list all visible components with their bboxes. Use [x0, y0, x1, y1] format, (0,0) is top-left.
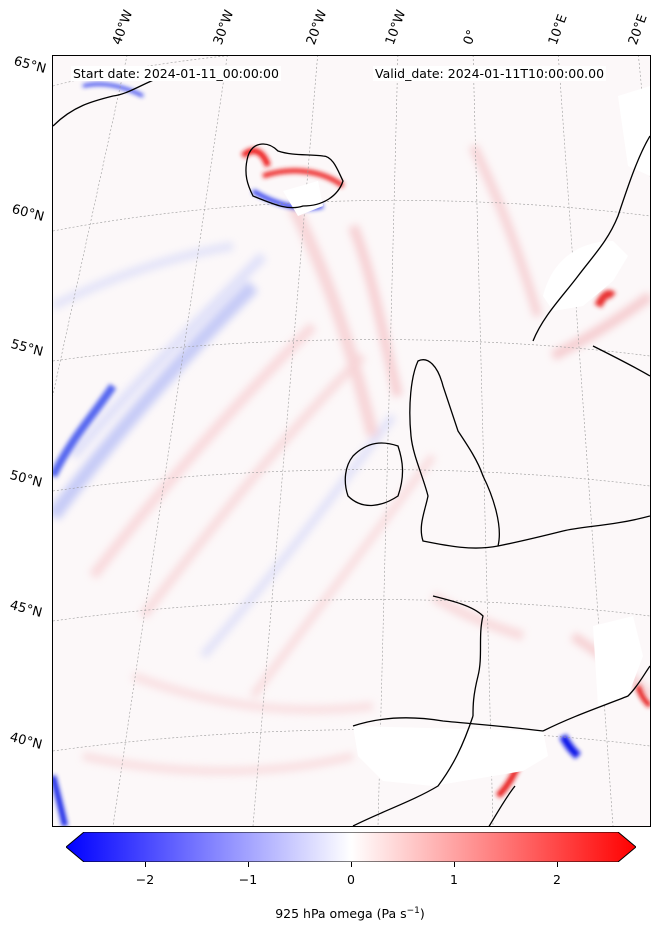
lon-label-10w: 10°W	[382, 8, 410, 47]
colorbar-tick-1: 1	[450, 872, 458, 887]
lat-label-50n: 50°N	[8, 468, 44, 491]
start-date-label: Start date: 2024-01-11_00:00:00	[71, 66, 281, 81]
lon-label-40w: 40°W	[109, 8, 137, 47]
lon-label-0: 0°	[460, 27, 481, 47]
colorbar-tick-0: 0	[347, 872, 355, 887]
colorbar-svg	[65, 831, 637, 863]
lat-label-40n: 40°N	[8, 730, 44, 753]
missing-data-areas	[283, 86, 650, 786]
lon-label-20e: 20°E	[625, 12, 651, 48]
colorbar-label-unit-exp: −1	[406, 906, 420, 916]
valid-date-label: Valid_date: 2024-01-11T10:00:00.00	[373, 66, 607, 81]
lon-label-20w: 20°W	[303, 8, 331, 47]
colorbar-tick-n2: −2	[135, 872, 155, 887]
omega-streaks	[53, 143, 650, 775]
lat-label-60n: 60°N	[10, 202, 46, 225]
field-background	[53, 56, 650, 826]
graticule	[53, 56, 650, 826]
map-panel: Start date: 2024-01-11_00:00:00 Valid_da…	[52, 55, 651, 827]
colorbar-tickmark-2	[557, 862, 558, 867]
colorbar-tickmark-0	[351, 862, 352, 867]
colorbar-tick-2: 2	[553, 872, 561, 887]
lat-label-55n: 55°N	[9, 337, 45, 360]
lat-label-45n: 45°N	[8, 598, 44, 621]
colorbar-gradient	[65, 831, 637, 863]
lon-label-30w: 30°W	[210, 8, 238, 47]
colorbar	[65, 831, 637, 863]
colorbar-tickmark-n1	[248, 862, 249, 867]
lat-label-65n: 65°N	[12, 54, 48, 77]
colorbar-label-close: )	[419, 906, 425, 922]
coastlines	[53, 75, 650, 826]
lon-label-10e: 10°E	[545, 12, 571, 48]
colorbar-label: 925 hPa omega (Pa s−1)	[0, 906, 659, 921]
colorbar-tickmark-n2	[145, 862, 146, 867]
colorbar-tickmark-1	[454, 862, 455, 867]
colorbar-tick-n1: −1	[238, 872, 258, 887]
colorbar-label-text: 925 hPa omega (Pa s	[275, 906, 407, 922]
omega-field-map	[53, 56, 650, 826]
